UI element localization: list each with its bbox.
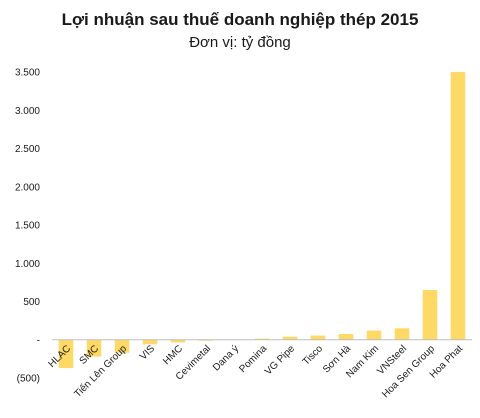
bar	[254, 338, 270, 340]
bar	[282, 336, 298, 340]
bar	[142, 339, 158, 345]
bar	[114, 339, 130, 353]
y-tick-label: 1.000	[15, 259, 40, 270]
x-tick-label: HMC	[161, 343, 185, 367]
y-tick-label: 2.500	[15, 144, 40, 155]
bar	[86, 339, 102, 357]
bar	[450, 72, 466, 340]
y-tick-label: 1.500	[15, 221, 40, 232]
bar	[310, 335, 326, 340]
chart-subtitle: Đơn vị: tỷ đồng	[189, 34, 291, 51]
bars	[58, 72, 466, 369]
bar	[394, 328, 410, 340]
y-tick-label: (500)	[17, 374, 40, 385]
y-tick-label: 2.000	[15, 182, 40, 193]
bar	[58, 339, 74, 369]
x-tick-label: VIS	[138, 343, 157, 362]
x-tick-label: Dana ý	[211, 343, 241, 373]
bar	[422, 290, 438, 340]
x-tick-label: Tisco	[301, 343, 326, 368]
y-tick-label: 3.000	[15, 106, 40, 117]
y-axis-ticks: (500) - 500 1.000 1.500 2.000 2.500 3.000 3.500	[15, 68, 40, 385]
x-tick-label: VG Pipe	[263, 343, 297, 377]
bar	[338, 334, 354, 340]
bar	[170, 339, 186, 343]
bar	[366, 330, 382, 340]
y-tick-label: 3.500	[15, 68, 40, 79]
y-tick-label: -	[37, 335, 40, 346]
y-tick-label: 500	[23, 297, 40, 308]
chart-title: Lợi nhuận sau thuế doanh nghiệp thép 201…	[61, 10, 419, 29]
